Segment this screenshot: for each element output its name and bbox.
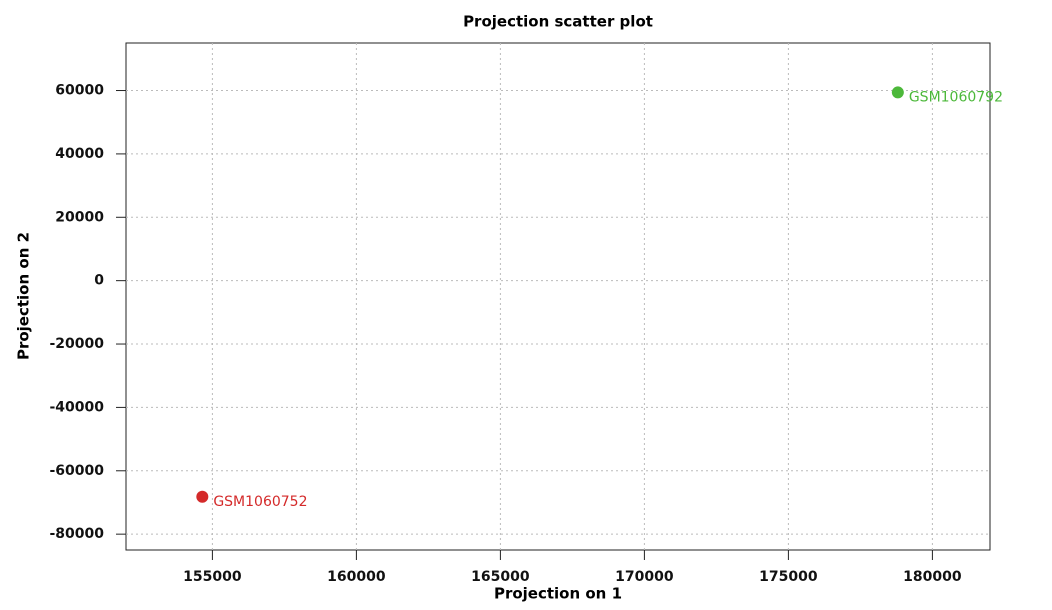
point-label: GSM1060792 xyxy=(909,89,1003,105)
y-tick-label: 60000 xyxy=(55,83,104,99)
x-tick-label: 175000 xyxy=(759,569,818,585)
point xyxy=(196,490,209,503)
x-axis-title: Projection on 1 xyxy=(494,585,622,603)
plot-frame xyxy=(125,42,991,551)
x-tick-label: 160000 xyxy=(327,569,386,585)
y-tick-label: 20000 xyxy=(55,209,104,225)
y-tick-label: 0 xyxy=(94,273,104,289)
point xyxy=(891,86,904,99)
x-tick-label: 165000 xyxy=(471,569,530,585)
y-axis-title: Projection on 2 xyxy=(15,232,33,360)
y-tick-label: -40000 xyxy=(49,399,104,415)
y-tick-label: -80000 xyxy=(49,526,104,542)
x-tick-label: 155000 xyxy=(183,569,242,585)
y-tick-label: 40000 xyxy=(55,146,104,162)
chart-title: Projection scatter plot xyxy=(463,13,653,31)
y-tick-label: -20000 xyxy=(49,336,104,352)
x-tick-label: 170000 xyxy=(615,569,674,585)
point-label: GSM1060752 xyxy=(213,494,307,510)
y-tick-label: -60000 xyxy=(49,463,104,479)
x-tick-label: 180000 xyxy=(903,569,962,585)
